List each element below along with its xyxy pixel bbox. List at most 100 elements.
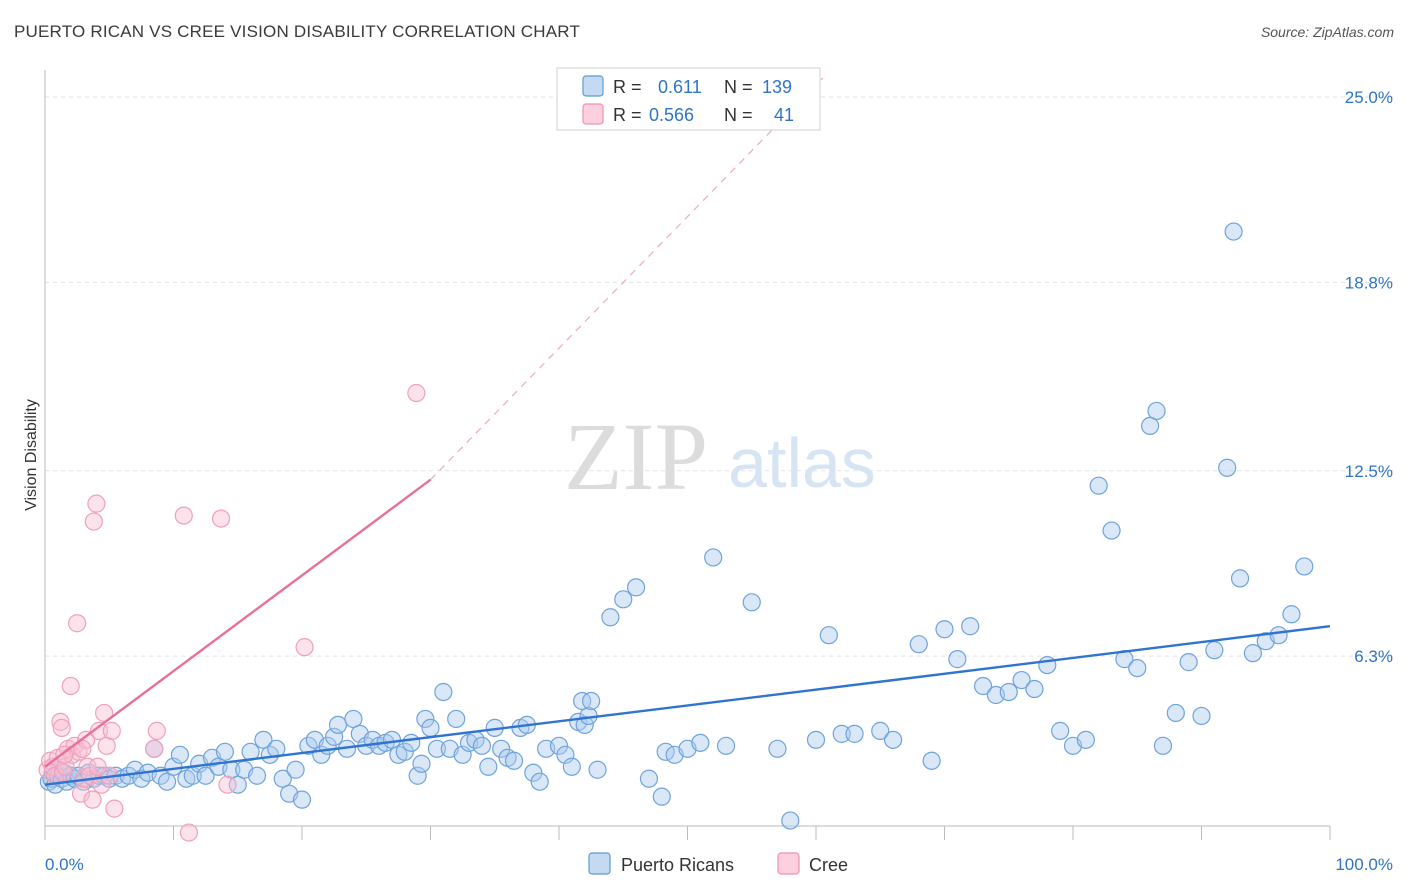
point-cree: [51, 712, 70, 732]
point-cree: [218, 775, 237, 794]
point-puerto-ricans: [549, 736, 569, 755]
point-puerto-ricans: [247, 766, 267, 785]
point-puerto-ricans: [402, 733, 421, 752]
point-cree: [145, 739, 164, 758]
tick-labels: 6.3% 12.5% 18.8% 25.0% 0.0% 100.0%: [45, 88, 1393, 874]
point-puerto-ricans: [909, 635, 928, 654]
point-puerto-ricans: [1269, 626, 1288, 645]
point-puerto-ricans: [1140, 416, 1160, 435]
source-label: Source: ZipAtlas.com: [1260, 24, 1394, 40]
axes: [44, 70, 1331, 840]
legend-r-label-2: R =: [613, 105, 642, 125]
legend-swatch-pink: [582, 103, 604, 125]
point-puerto-ricans: [652, 787, 671, 806]
point-puerto-ricans: [768, 739, 787, 758]
point-puerto-ricans: [273, 769, 292, 788]
point-puerto-ricans: [1076, 730, 1095, 749]
point-puerto-ricans: [639, 769, 659, 788]
point-puerto-ricans: [1243, 644, 1263, 663]
point-puerto-ricans: [691, 733, 710, 752]
series-legend: Puerto Ricans Cree: [588, 852, 848, 875]
point-puerto-ricans: [254, 730, 273, 749]
x-tick-label: 0.0%: [45, 855, 84, 874]
point-cree: [88, 757, 107, 776]
series-legend-swatch-cree: [777, 852, 800, 875]
point-puerto-ricans: [504, 751, 524, 770]
trend-line-cree-extension: [430, 77, 824, 481]
point-cree: [295, 638, 314, 657]
point-puerto-ricans: [1038, 655, 1057, 675]
point-puerto-ricans: [1051, 721, 1070, 740]
y-tick-label: 6.3%: [1354, 647, 1393, 666]
point-cree: [407, 383, 426, 403]
trend-lines: [44, 77, 1331, 786]
point-puerto-ricans: [492, 739, 511, 758]
point-puerto-ricans: [582, 691, 601, 711]
point-puerto-ricans: [922, 751, 941, 770]
point-puerto-ricans: [1012, 670, 1031, 690]
y-tick-label: 12.5%: [1345, 462, 1393, 481]
point-puerto-ricans: [416, 709, 435, 729]
point-puerto-ricans: [395, 742, 414, 761]
point-puerto-ricans: [196, 766, 215, 785]
point-cree: [211, 509, 231, 528]
trend-line-puerto-ricans: [44, 625, 1331, 786]
point-cree: [77, 730, 96, 749]
legend-r-value-1: 0.611: [658, 77, 702, 97]
point-puerto-ricans: [614, 590, 633, 609]
point-cree: [52, 718, 71, 737]
point-cree: [105, 799, 124, 818]
point-puerto-ricans: [344, 709, 363, 729]
point-puerto-ricans: [479, 757, 498, 776]
point-puerto-ricans: [1192, 706, 1211, 726]
point-puerto-ricans: [819, 626, 838, 645]
watermark-zip: ZIP: [564, 403, 708, 510]
point-puerto-ricans: [845, 724, 864, 743]
point-puerto-ricans: [883, 730, 903, 749]
point-cree: [83, 790, 102, 809]
series-legend-label-puerto-ricans: Puerto Ricans: [621, 855, 734, 875]
point-puerto-ricans: [1179, 653, 1198, 672]
point-puerto-ricans: [1153, 736, 1173, 755]
point-puerto-ricans: [1224, 222, 1243, 241]
y-tick-label: 18.8%: [1345, 273, 1393, 292]
point-cree: [71, 784, 91, 803]
point-cree: [68, 614, 87, 633]
point-puerto-ricans: [716, 736, 736, 755]
legend-n-value-2: 41: [774, 105, 794, 125]
point-cree: [102, 721, 121, 740]
point-puerto-ricans: [412, 754, 431, 773]
point-puerto-ricans: [1218, 458, 1237, 477]
point-puerto-ricans: [973, 676, 993, 696]
legend-n-value-1: 139: [762, 77, 792, 97]
y-axis-label: Vision Disability: [23, 399, 40, 511]
point-puerto-ricans: [472, 736, 491, 755]
point-puerto-ricans: [228, 775, 247, 794]
point-puerto-ricans: [1102, 521, 1121, 540]
point-puerto-ricans: [871, 721, 890, 740]
legend-n-label-1: N =: [724, 77, 753, 97]
point-puerto-ricans: [157, 772, 177, 791]
point-puerto-ricans: [575, 715, 594, 735]
point-puerto-ricans: [325, 727, 344, 746]
watermark-atlas: atlas: [728, 424, 876, 502]
point-puerto-ricans: [447, 709, 466, 729]
point-puerto-ricans: [1166, 703, 1185, 723]
point-puerto-ricans: [328, 715, 348, 735]
data-points: [38, 222, 1314, 842]
point-puerto-ricans: [524, 763, 543, 782]
point-puerto-ricans: [1205, 641, 1224, 660]
point-puerto-ricans: [1295, 557, 1314, 576]
point-puerto-ricans: [832, 724, 851, 743]
point-puerto-ricans: [408, 766, 427, 785]
point-puerto-ricans: [742, 593, 761, 612]
point-puerto-ricans: [781, 811, 800, 830]
legend-swatch-blue: [582, 75, 604, 97]
point-puerto-ricans: [562, 757, 581, 776]
point-puerto-ricans: [704, 548, 723, 567]
legend-n-label-2: N =: [724, 105, 753, 125]
watermark: ZIP atlas: [564, 403, 876, 510]
chart-title: PUERTO RICAN VS CREE VISION DISABILITY C…: [14, 22, 581, 41]
point-cree: [89, 721, 109, 740]
